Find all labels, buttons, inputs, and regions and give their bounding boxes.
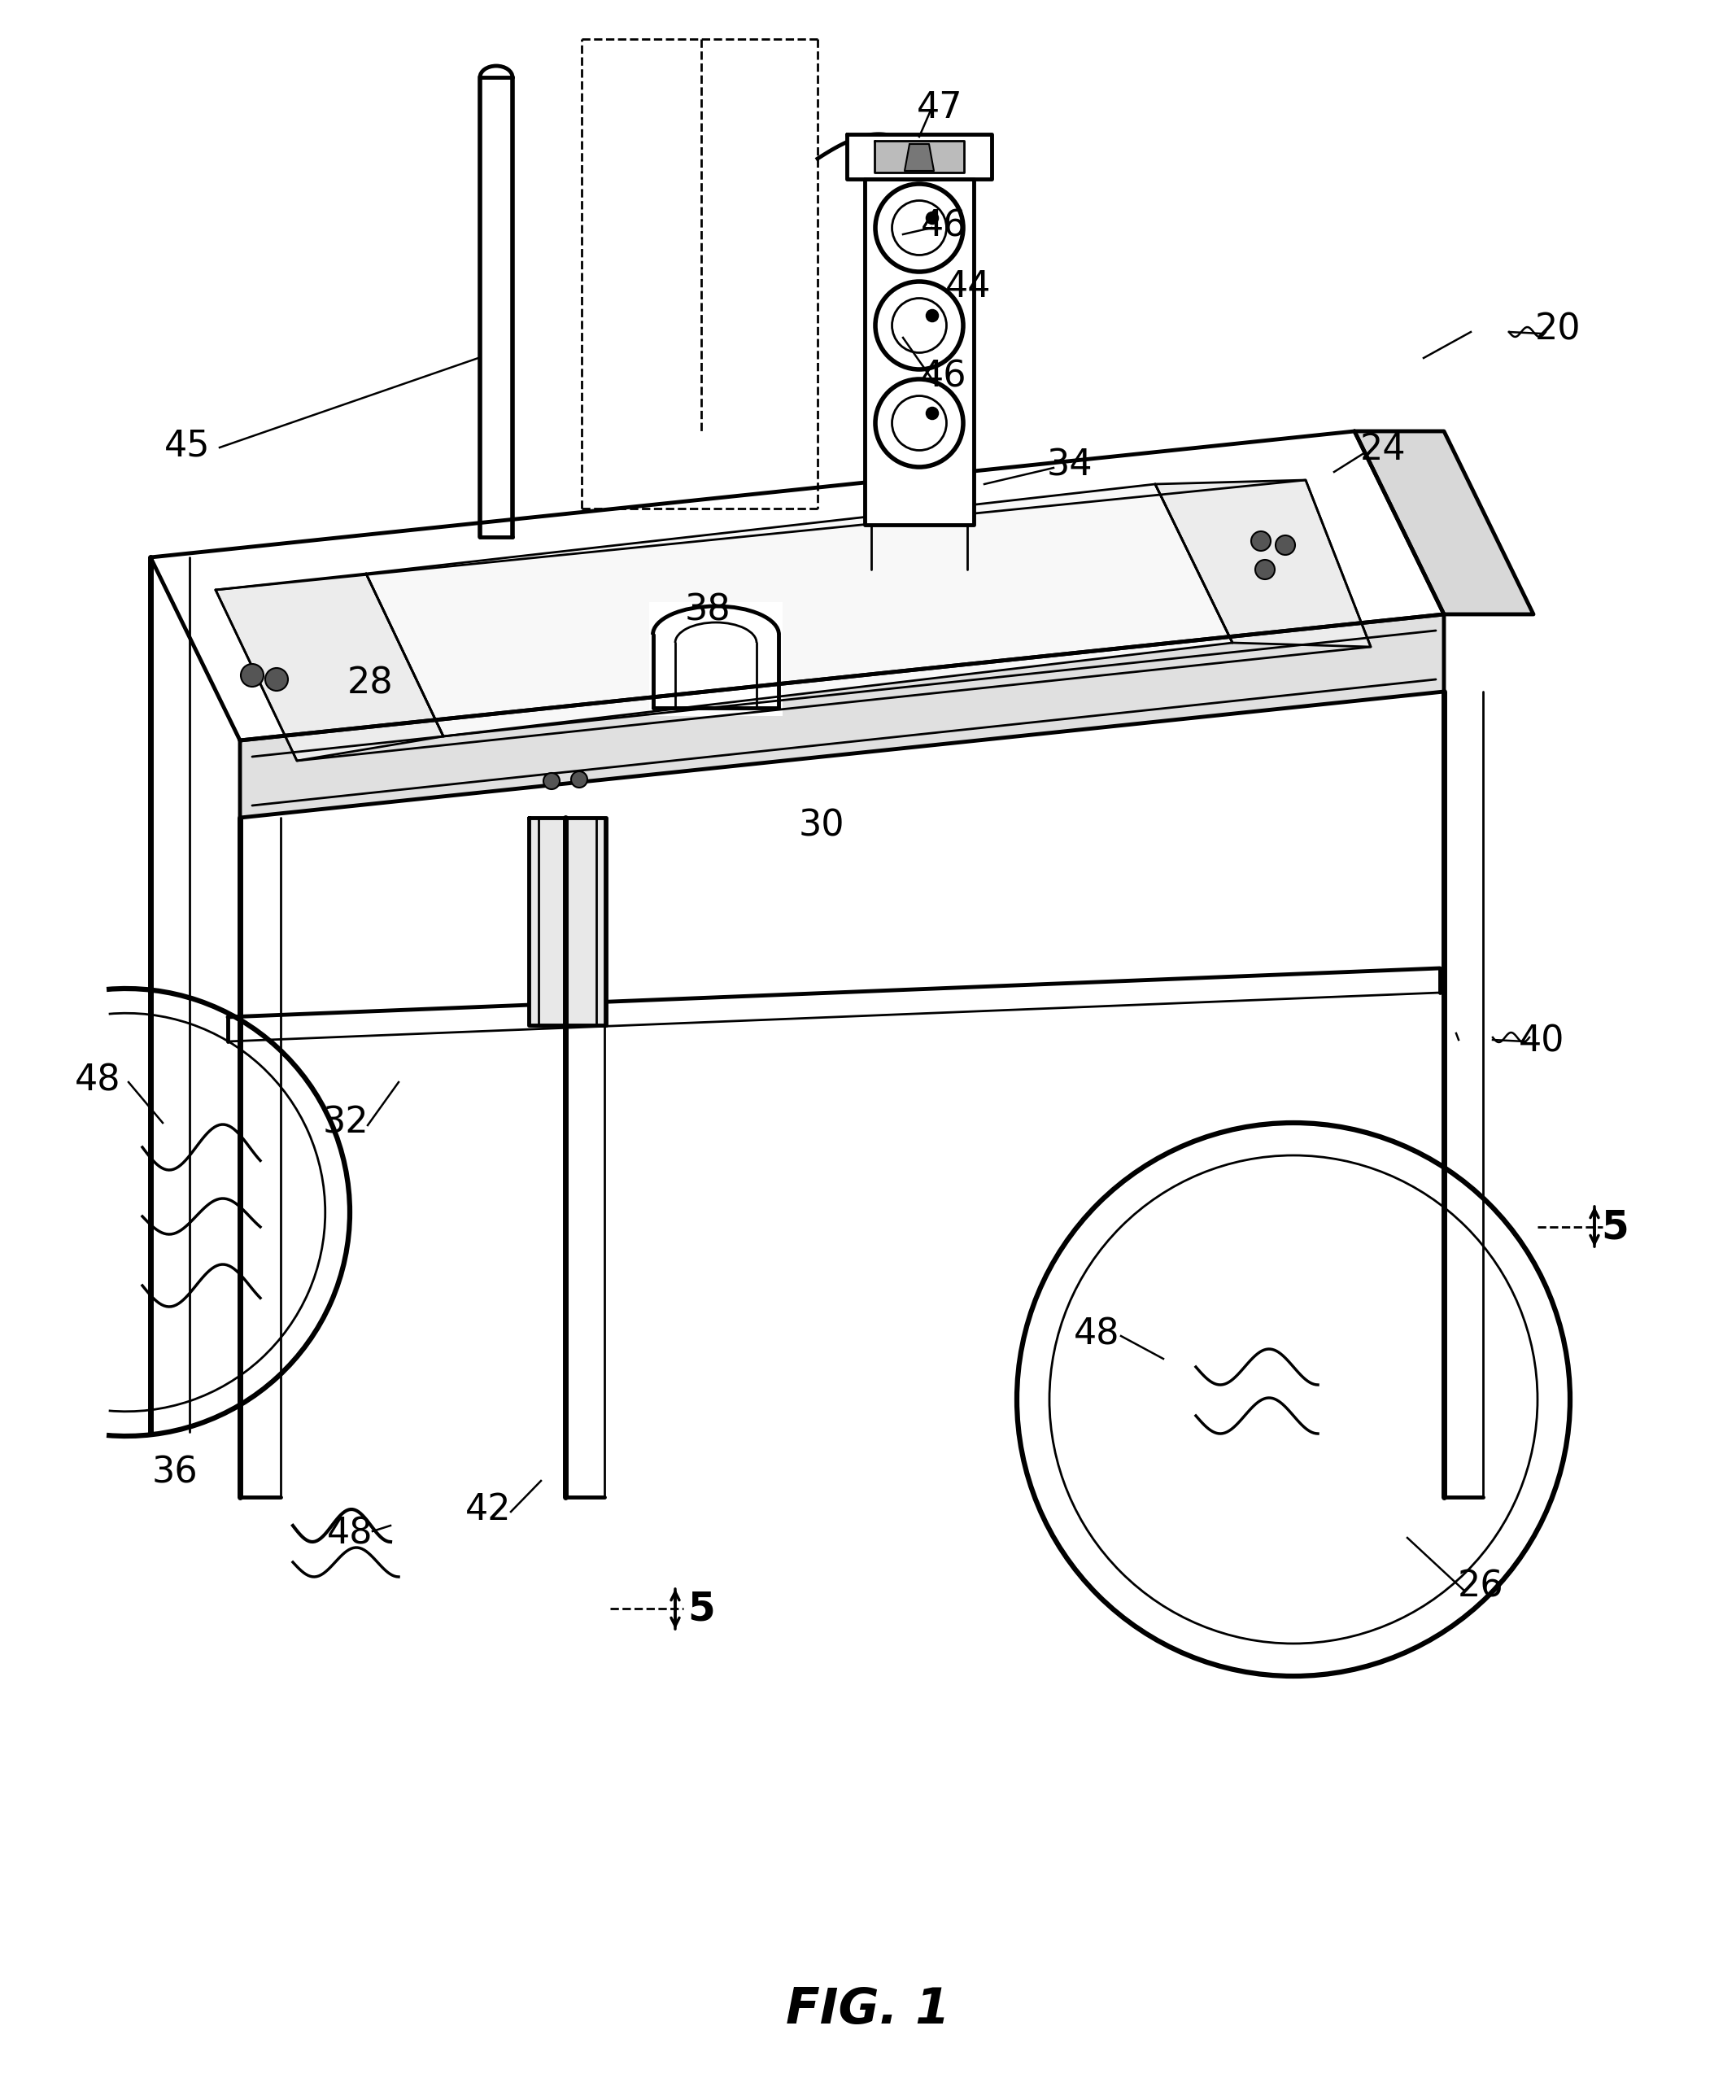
Polygon shape: [1154, 481, 1371, 647]
Polygon shape: [529, 817, 606, 1025]
Polygon shape: [847, 134, 991, 179]
Circle shape: [1255, 561, 1274, 580]
Circle shape: [875, 380, 963, 466]
Circle shape: [925, 407, 939, 420]
Text: 20: 20: [1535, 313, 1581, 346]
Polygon shape: [215, 481, 1371, 760]
Text: 32: 32: [323, 1105, 368, 1140]
Text: 36: 36: [151, 1455, 198, 1491]
Polygon shape: [366, 485, 1233, 737]
Text: 34: 34: [1047, 447, 1092, 483]
Text: 44: 44: [944, 269, 991, 304]
Circle shape: [1017, 1124, 1569, 1676]
Circle shape: [1276, 536, 1295, 554]
Text: 46: 46: [920, 359, 967, 395]
Text: 48: 48: [326, 1516, 373, 1552]
Circle shape: [925, 309, 939, 321]
Circle shape: [925, 212, 939, 225]
Text: 45: 45: [165, 428, 210, 464]
Polygon shape: [904, 145, 934, 170]
Text: 46: 46: [920, 208, 967, 244]
Text: 26: 26: [1458, 1569, 1503, 1604]
Circle shape: [241, 664, 264, 687]
Circle shape: [875, 281, 963, 370]
Text: 48: 48: [1073, 1317, 1120, 1352]
Circle shape: [543, 773, 559, 790]
Circle shape: [266, 668, 288, 691]
Polygon shape: [1354, 430, 1533, 615]
Text: 42: 42: [465, 1491, 510, 1527]
Text: FIG. 1: FIG. 1: [786, 1987, 950, 2033]
Text: 24: 24: [1359, 433, 1406, 466]
Text: 47: 47: [917, 90, 962, 124]
Polygon shape: [240, 615, 1444, 817]
Text: 48: 48: [75, 1063, 120, 1098]
Text: 30: 30: [799, 808, 845, 844]
Polygon shape: [649, 603, 783, 716]
Polygon shape: [875, 141, 963, 172]
Text: 40: 40: [1519, 1025, 1564, 1058]
Circle shape: [571, 771, 587, 788]
Polygon shape: [151, 430, 1444, 741]
Text: 5: 5: [687, 1590, 715, 1630]
Text: 38: 38: [684, 592, 731, 628]
Polygon shape: [215, 573, 443, 760]
Text: 28: 28: [347, 666, 392, 701]
Polygon shape: [865, 179, 974, 525]
Text: 5: 5: [1601, 1207, 1628, 1247]
Circle shape: [875, 185, 963, 271]
Circle shape: [1252, 531, 1271, 550]
